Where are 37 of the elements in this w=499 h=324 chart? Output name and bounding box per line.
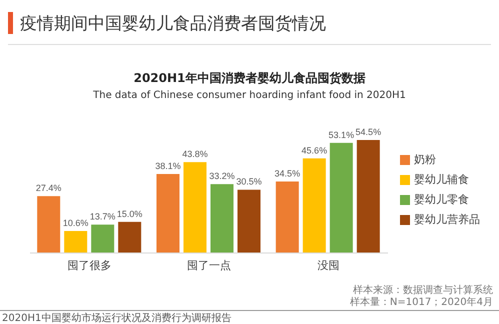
legend-label: 婴幼儿营养品 — [414, 213, 480, 226]
text: 疫情期间中国婴幼儿食品消费者囤货情况 — [20, 13, 326, 35]
data-label: 27.4% — [36, 183, 62, 194]
chart-title: 2020H1年中国消费者婴幼儿食品囤货数据 — [132, 70, 366, 87]
bar — [276, 181, 299, 253]
data-label: 45.6% — [302, 145, 328, 156]
data-label: 30.5% — [236, 176, 262, 187]
data-label: 15.0% — [116, 208, 142, 219]
bar — [183, 162, 206, 253]
text: 样本来源：数据调查与计算系统 — [352, 285, 493, 296]
data-label: 54.5% — [356, 126, 382, 137]
data-label: 33.2% — [209, 171, 235, 182]
data-label: 43.8% — [182, 149, 208, 160]
bar — [156, 174, 180, 253]
bar — [37, 196, 60, 253]
bar — [330, 142, 353, 253]
text: 2020H1中国婴幼市场运行状况及消费行为调研报告 — [2, 312, 232, 324]
data-label: 34.5% — [274, 168, 300, 178]
bar — [356, 140, 380, 253]
legend-label: 婴幼儿辅食 — [414, 173, 469, 186]
text: 样本量：N=1017；2020年4月 — [350, 297, 493, 309]
bar — [237, 190, 260, 253]
data-label: 10.6% — [62, 218, 88, 228]
data-label: 53.1% — [328, 130, 354, 140]
bar — [302, 158, 326, 253]
bar — [210, 184, 234, 253]
legend-label: 婴幼儿零食 — [414, 193, 469, 206]
bar — [64, 231, 88, 253]
chart-subtitle: The data of Chinese consumer hoarding infant food in 2020H1 — [92, 90, 407, 101]
x-tick-label: 没囤 — [317, 258, 340, 272]
data-label: 13.7% — [90, 212, 116, 222]
x-tick-label: 囤了一点 — [187, 258, 231, 272]
legend-label: 奶粉 — [414, 153, 436, 166]
bar — [91, 224, 114, 253]
x-tick-label: 囤了很多 — [68, 258, 112, 272]
data-label: 38.1% — [155, 160, 181, 171]
bar — [118, 222, 142, 253]
